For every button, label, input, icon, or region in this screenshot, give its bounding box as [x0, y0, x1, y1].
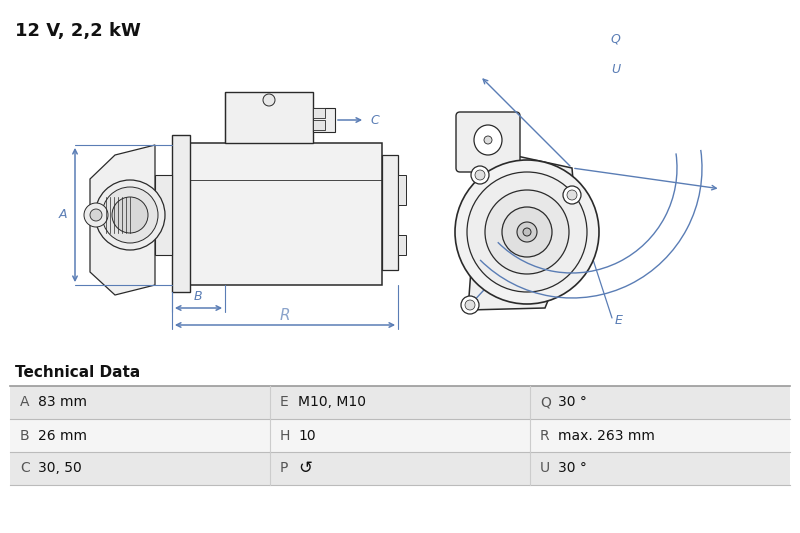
Text: P: P [280, 462, 288, 475]
Bar [10, 419, 790, 452]
Polygon shape [90, 145, 155, 295]
Text: 12 V, 2,2 kW: 12 V, 2,2 kW [15, 22, 141, 40]
Text: C: C [20, 462, 30, 475]
Circle shape [471, 166, 489, 184]
Bar [183, 143, 382, 285]
Text: 26 mm: 26 mm [38, 429, 87, 442]
Text: max. 263 mm: max. 263 mm [558, 429, 655, 442]
Bar [398, 235, 406, 255]
Circle shape [475, 170, 485, 180]
Text: Q: Q [540, 395, 551, 409]
Circle shape [563, 186, 581, 204]
Text: E: E [280, 395, 289, 409]
Text: H: H [554, 208, 562, 222]
Text: U: U [540, 462, 550, 475]
Text: 10: 10 [298, 429, 316, 442]
Circle shape [465, 300, 475, 310]
Text: M10, M10: M10, M10 [298, 395, 366, 409]
Text: E: E [615, 313, 623, 327]
Circle shape [502, 207, 552, 257]
Text: P: P [528, 255, 536, 269]
Circle shape [95, 180, 165, 250]
Circle shape [523, 228, 531, 236]
Bar [10, 386, 790, 419]
Circle shape [112, 197, 148, 233]
Text: Q: Q [610, 33, 621, 46]
FancyBboxPatch shape [456, 112, 520, 172]
Circle shape [484, 136, 492, 144]
Text: 83 mm: 83 mm [38, 395, 87, 409]
Text: ↺: ↺ [298, 459, 312, 478]
Circle shape [467, 172, 587, 292]
Circle shape [567, 190, 577, 200]
Text: 30 °: 30 ° [558, 462, 587, 475]
Text: A: A [20, 395, 30, 409]
Text: U: U [611, 63, 620, 76]
Text: C: C [370, 114, 378, 126]
Bar [10, 452, 790, 485]
Bar [155, 175, 172, 255]
Text: B: B [20, 429, 30, 442]
Text: A: A [58, 208, 67, 222]
Text: 30, 50: 30, 50 [38, 462, 82, 475]
Bar [313, 120, 325, 130]
Polygon shape [468, 148, 577, 310]
Circle shape [455, 160, 599, 304]
Text: 30 °: 30 ° [558, 395, 587, 409]
Text: R: R [540, 429, 550, 442]
Ellipse shape [474, 125, 502, 155]
Circle shape [461, 296, 479, 314]
Circle shape [90, 209, 102, 221]
Circle shape [102, 187, 158, 243]
Text: B: B [194, 289, 202, 303]
Bar [172, 135, 190, 292]
Text: R: R [280, 308, 290, 322]
Circle shape [517, 222, 537, 242]
Bar [313, 108, 335, 132]
Bar [225, 92, 313, 143]
Bar [313, 108, 325, 118]
Circle shape [485, 190, 569, 274]
Circle shape [84, 203, 108, 227]
Text: Technical Data: Technical Data [15, 365, 140, 380]
Bar [398, 175, 406, 205]
Bar [382, 155, 398, 270]
Text: H: H [280, 429, 290, 442]
Circle shape [263, 94, 275, 106]
